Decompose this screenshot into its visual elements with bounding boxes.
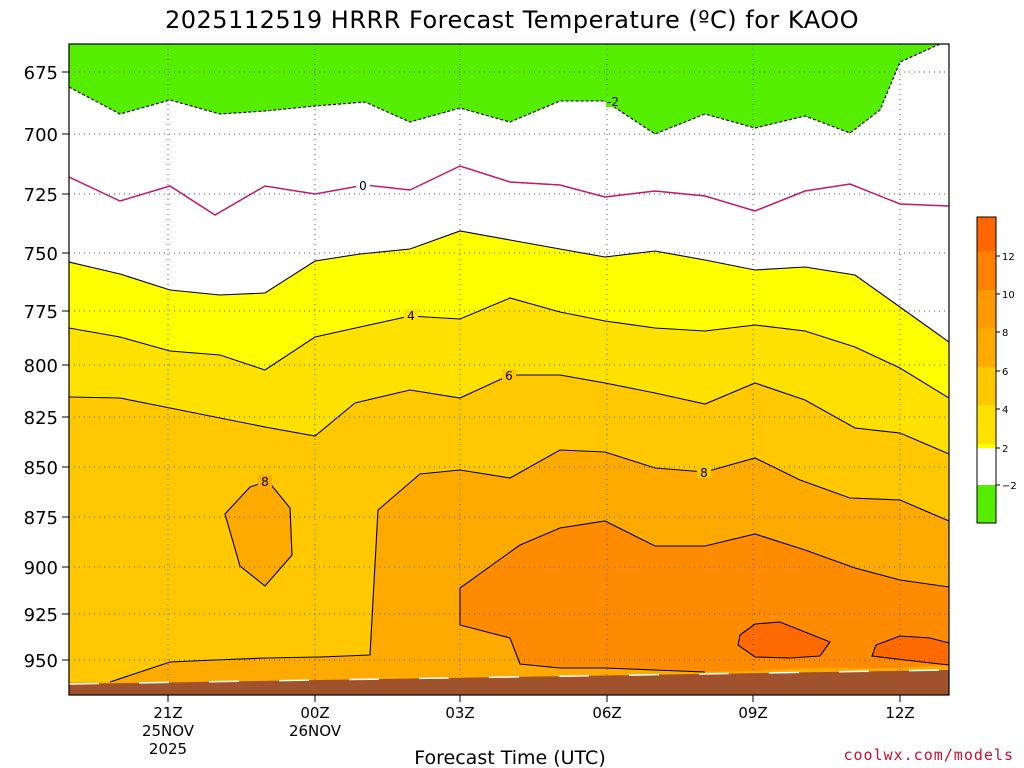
fill-10-12 (460, 521, 949, 672)
y-tick-label: 825 (24, 408, 58, 429)
x-tick-label: 03Z (445, 704, 474, 722)
contour-8-bubble (224, 480, 293, 587)
credit-text: coolwx.com/models (843, 746, 1014, 764)
contour-label-8b: 8 (700, 466, 708, 480)
x-tick-label: 21Z (153, 704, 182, 722)
fill-12-14-b (872, 636, 949, 665)
contour-2 (69, 230, 949, 343)
fill-4-6 (69, 298, 949, 454)
y-tick-label: 725 (24, 185, 58, 206)
x-tick-label: 12Z (885, 704, 914, 722)
x-tick-label: 00Z (300, 704, 329, 722)
contour-4 (69, 297, 949, 399)
fill-8-bubble (225, 481, 292, 586)
y-tick-label: 875 (24, 508, 58, 529)
fill-6-8 (69, 375, 949, 682)
colorbar-swatch (977, 251, 996, 290)
x-tick-labels: 21Z 25NOV 2025 00Z 26NOV 03Z 06Z 09Z 12Z (142, 704, 915, 758)
y-tick-label: 675 (24, 63, 58, 84)
x-tick-date: 25NOV (142, 722, 195, 740)
x-tick-date: 26NOV (289, 722, 342, 740)
y-tick-label: 850 (24, 458, 58, 479)
colorbar-swatch (977, 485, 996, 523)
colorbar-frame (976, 216, 997, 524)
ground (69, 670, 949, 695)
contour-label-6: 6 (505, 369, 513, 383)
colorbar-swatch (977, 448, 996, 485)
y-tick-label: 950 (24, 651, 58, 672)
contour-12-a (737, 621, 831, 659)
colorbar-swatch (977, 290, 996, 328)
colorbar-label: 6 (1002, 367, 1008, 378)
colorbar-label: 4 (1002, 405, 1008, 416)
x-axis-label: Forecast Time (UTC) (414, 747, 605, 768)
contour-label-8a: 8 (261, 475, 269, 489)
contour-label-m2: -2 (607, 95, 619, 109)
colorbar-label: 8 (1002, 328, 1008, 339)
contour-m2 (69, 44, 941, 135)
y-axis (62, 71, 69, 661)
y-tick-labels: 675 700 725 750 775 800 825 850 875 900 … (24, 63, 58, 672)
x-tick-label: 06Z (592, 704, 621, 722)
contour-8 (109, 449, 949, 683)
y-tick-label: 700 (24, 125, 58, 146)
contour-12-b (871, 635, 949, 666)
contour-label-0: 0 (359, 179, 367, 193)
y-tick-label: 750 (24, 244, 58, 265)
colorbar-swatch (977, 217, 996, 251)
x-axis (167, 695, 901, 702)
ground-edge (69, 669, 949, 685)
contour-0 (69, 165, 949, 216)
fill-2-4 (69, 231, 949, 398)
plot-area: -2 0 4 6 8 8 (69, 44, 949, 695)
colorbar-swatch (977, 444, 996, 448)
fill-12-14-a (738, 622, 830, 658)
colorbar-label: −2 (1002, 481, 1017, 492)
fill-lt-m2 (69, 44, 940, 134)
chart-title: 2025112519 HRRR Forecast Temperature (ºC… (165, 6, 859, 34)
contour-10 (459, 520, 949, 673)
grid (69, 44, 949, 695)
colorbar-label: 10 (1002, 290, 1015, 301)
y-tick-label: 775 (24, 302, 58, 323)
contour-label-4: 4 (407, 309, 415, 323)
colorbar-label: 12 (1002, 252, 1015, 263)
y-tick-label: 925 (24, 605, 58, 626)
colorbar-swatch (977, 367, 996, 405)
colorbar-swatch (977, 328, 996, 367)
colorbar-label: 2 (1002, 444, 1008, 455)
y-tick-label: 900 (24, 558, 58, 579)
colorbar-swatch (977, 405, 996, 444)
x-tick-year: 2025 (149, 740, 187, 758)
plot-frame (68, 43, 950, 696)
x-tick-label: 09Z (738, 704, 767, 722)
y-tick-label: 800 (24, 356, 58, 377)
colorbar: 12 10 8 6 4 2 −2 (976, 216, 1017, 524)
